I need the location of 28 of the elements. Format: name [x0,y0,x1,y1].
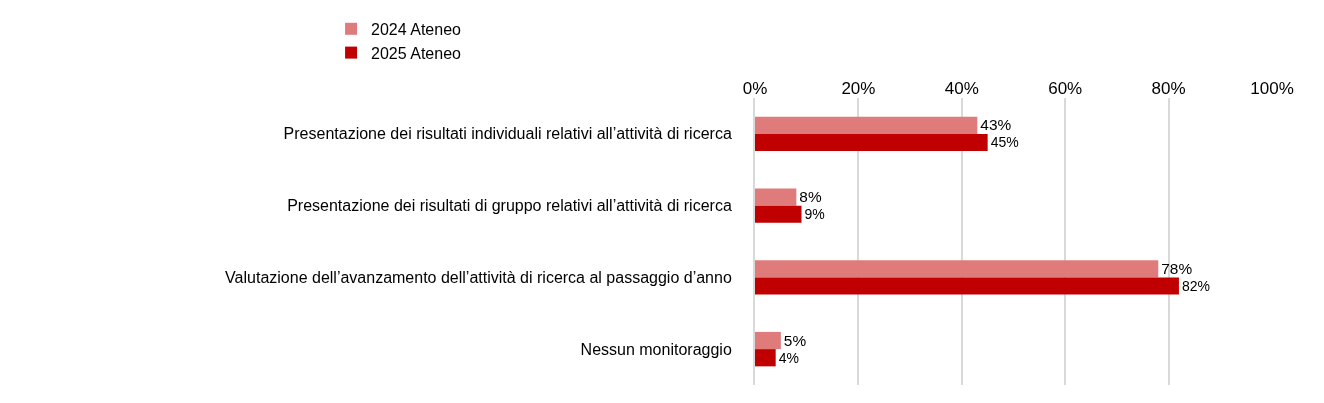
data-label: 4% [778,349,799,366]
legend-label: 2024 Ateneo [371,21,462,39]
x-tick-label: 40% [944,78,979,98]
data-label: 45% [990,134,1019,151]
x-tick-label: 20% [841,78,876,98]
bar [755,277,1179,295]
legend-label: 2025 Ateneo [371,44,462,62]
bar [755,188,797,206]
x-tick-label: 80% [1151,78,1186,98]
data-label: 5% [783,331,807,349]
bar [755,331,781,350]
data-label: 9% [804,206,825,223]
x-tick-label: 0% [742,78,768,98]
bar [755,349,776,367]
data-label: 82% [1181,277,1210,294]
y-tick-label: Presentazione dei risultati individuali relativi all’attività di ricerca [283,125,732,143]
bar [755,205,802,223]
bar [755,133,988,152]
y-tick-label: Presentazione dei risultati di gruppo relativi all’attività di ricerca [287,197,732,215]
data-label: 43% [980,116,1012,134]
bar [755,116,978,134]
bar [755,260,1159,278]
x-tick-label: 100% [1250,78,1294,98]
data-label: 78% [1161,259,1193,277]
data-label: 8% [799,188,822,205]
x-tick-label: 60% [1048,78,1083,98]
y-tick-label: Nessun monitoraggio [580,340,732,358]
y-tick-label: Valutazione dell’avanzamento dell’attività di ricerca al passaggio d’anno [225,268,732,286]
